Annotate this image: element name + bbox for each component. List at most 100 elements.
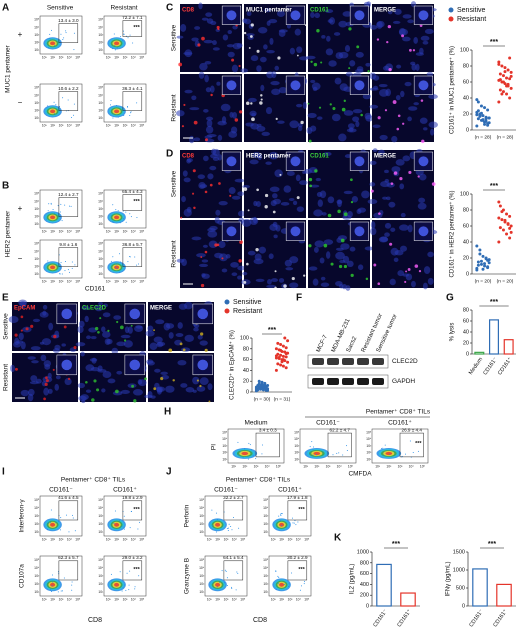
stained-cell bbox=[332, 107, 336, 111]
cell-event bbox=[55, 522, 57, 524]
nucleus bbox=[314, 12, 321, 19]
y-tick-label: 10¹ bbox=[263, 530, 269, 534]
nucleus bbox=[175, 332, 184, 337]
nucleus bbox=[342, 11, 352, 17]
column-label: CD161⁻ bbox=[214, 487, 238, 494]
cell-event bbox=[389, 454, 391, 456]
row-title: HER2 pentamer bbox=[5, 210, 12, 257]
nucleus bbox=[165, 323, 175, 329]
cell-event bbox=[110, 104, 112, 106]
nucleus bbox=[420, 35, 430, 41]
y-tick-label: 1500 bbox=[453, 549, 465, 555]
nucleus bbox=[193, 323, 200, 329]
stained-cell bbox=[204, 190, 208, 194]
inset-cell bbox=[354, 10, 365, 21]
cell-event bbox=[134, 588, 136, 590]
cell-event bbox=[129, 527, 131, 529]
y-tick-label: 10² bbox=[34, 40, 40, 44]
category-label: (n = 28) bbox=[475, 134, 492, 140]
y-tick-label: 400 bbox=[360, 582, 369, 588]
category-label: (n = 20) bbox=[475, 278, 492, 284]
nucleus bbox=[212, 40, 217, 46]
cell-event bbox=[409, 440, 411, 442]
cell-event bbox=[382, 447, 384, 449]
data-point bbox=[486, 123, 490, 127]
y-tick-label: 10² bbox=[34, 522, 40, 526]
cell-event bbox=[248, 442, 250, 444]
x-tick-label: 10⁵ bbox=[75, 279, 81, 283]
stained-cell bbox=[275, 117, 278, 120]
cell-event bbox=[59, 529, 61, 531]
x-tick-label: 10⁴ bbox=[67, 123, 73, 127]
cell-event bbox=[380, 448, 382, 450]
cell-event bbox=[112, 204, 114, 206]
nucleus bbox=[232, 111, 238, 119]
nucleus bbox=[349, 60, 356, 67]
row-label: Sensitive bbox=[171, 24, 178, 51]
gate-percent: 65.4 ± 4.3 bbox=[122, 189, 143, 194]
nucleus bbox=[405, 273, 413, 281]
y-tick-label: 40 bbox=[243, 368, 249, 374]
cell-event bbox=[71, 589, 73, 591]
nucleus bbox=[260, 84, 265, 92]
y-tick-label: 10³ bbox=[366, 444, 372, 448]
y-tick-label: 100 bbox=[240, 335, 249, 341]
nucleus bbox=[188, 135, 195, 144]
stained-cell bbox=[341, 107, 346, 112]
data-point bbox=[501, 80, 505, 84]
nucleus bbox=[218, 201, 228, 206]
nucleus bbox=[197, 174, 206, 180]
x-tick-label: 10³ bbox=[59, 229, 65, 233]
nucleus bbox=[413, 37, 418, 44]
nucleus bbox=[198, 2, 203, 10]
legend-marker bbox=[448, 16, 454, 22]
row-label: Sensitive bbox=[3, 313, 10, 340]
x-tick-label: 10⁴ bbox=[131, 55, 137, 59]
y-tick-label: 10⁵ bbox=[98, 558, 104, 562]
group-label: Pentamer⁺ CD8⁺ TILs bbox=[61, 477, 126, 484]
nucleus bbox=[81, 305, 91, 311]
inset-cell bbox=[129, 359, 141, 371]
stained-cell bbox=[340, 238, 345, 243]
nucleus bbox=[226, 44, 235, 48]
cell-event bbox=[338, 452, 340, 454]
nucleus bbox=[337, 235, 348, 241]
cell-event bbox=[129, 570, 131, 572]
column-label: Resistant bbox=[110, 5, 137, 12]
nucleus bbox=[18, 332, 24, 341]
cell-event bbox=[129, 256, 131, 258]
nucleus bbox=[145, 330, 155, 337]
cell-event bbox=[47, 522, 49, 524]
nucleus bbox=[39, 311, 49, 318]
cell-event bbox=[336, 452, 338, 454]
nucleus bbox=[201, 273, 206, 278]
nucleus bbox=[237, 275, 242, 280]
cell-event bbox=[226, 528, 228, 530]
cell-population bbox=[313, 451, 321, 456]
nucleus bbox=[271, 71, 277, 79]
nucleus bbox=[237, 265, 246, 271]
y-tick-label: 10¹ bbox=[98, 590, 104, 594]
nucleus bbox=[339, 83, 348, 91]
y-tick-label: 10² bbox=[34, 214, 40, 218]
x-tick-label: 10² bbox=[386, 464, 392, 468]
nucleus bbox=[253, 216, 258, 224]
y-tick-label: 10⁵ bbox=[199, 558, 205, 562]
y-tick-label: 10² bbox=[263, 522, 269, 526]
nucleus bbox=[77, 325, 84, 334]
y-tick-label: 10⁴ bbox=[263, 506, 269, 510]
nucleus bbox=[177, 360, 187, 366]
cell-event bbox=[389, 449, 391, 451]
cell-event bbox=[52, 581, 54, 583]
gate bbox=[255, 432, 280, 458]
gate-percent: 36.3 ± 4.1 bbox=[122, 86, 143, 91]
stained-cell bbox=[350, 200, 354, 204]
y-tick-label: 40 bbox=[463, 329, 469, 335]
y-tick-label: 10³ bbox=[98, 207, 104, 211]
cell-event bbox=[73, 114, 75, 116]
nucleus bbox=[372, 124, 381, 129]
stained-cell bbox=[309, 184, 313, 188]
row-sign: + bbox=[18, 204, 23, 213]
inset-cell bbox=[354, 226, 365, 237]
